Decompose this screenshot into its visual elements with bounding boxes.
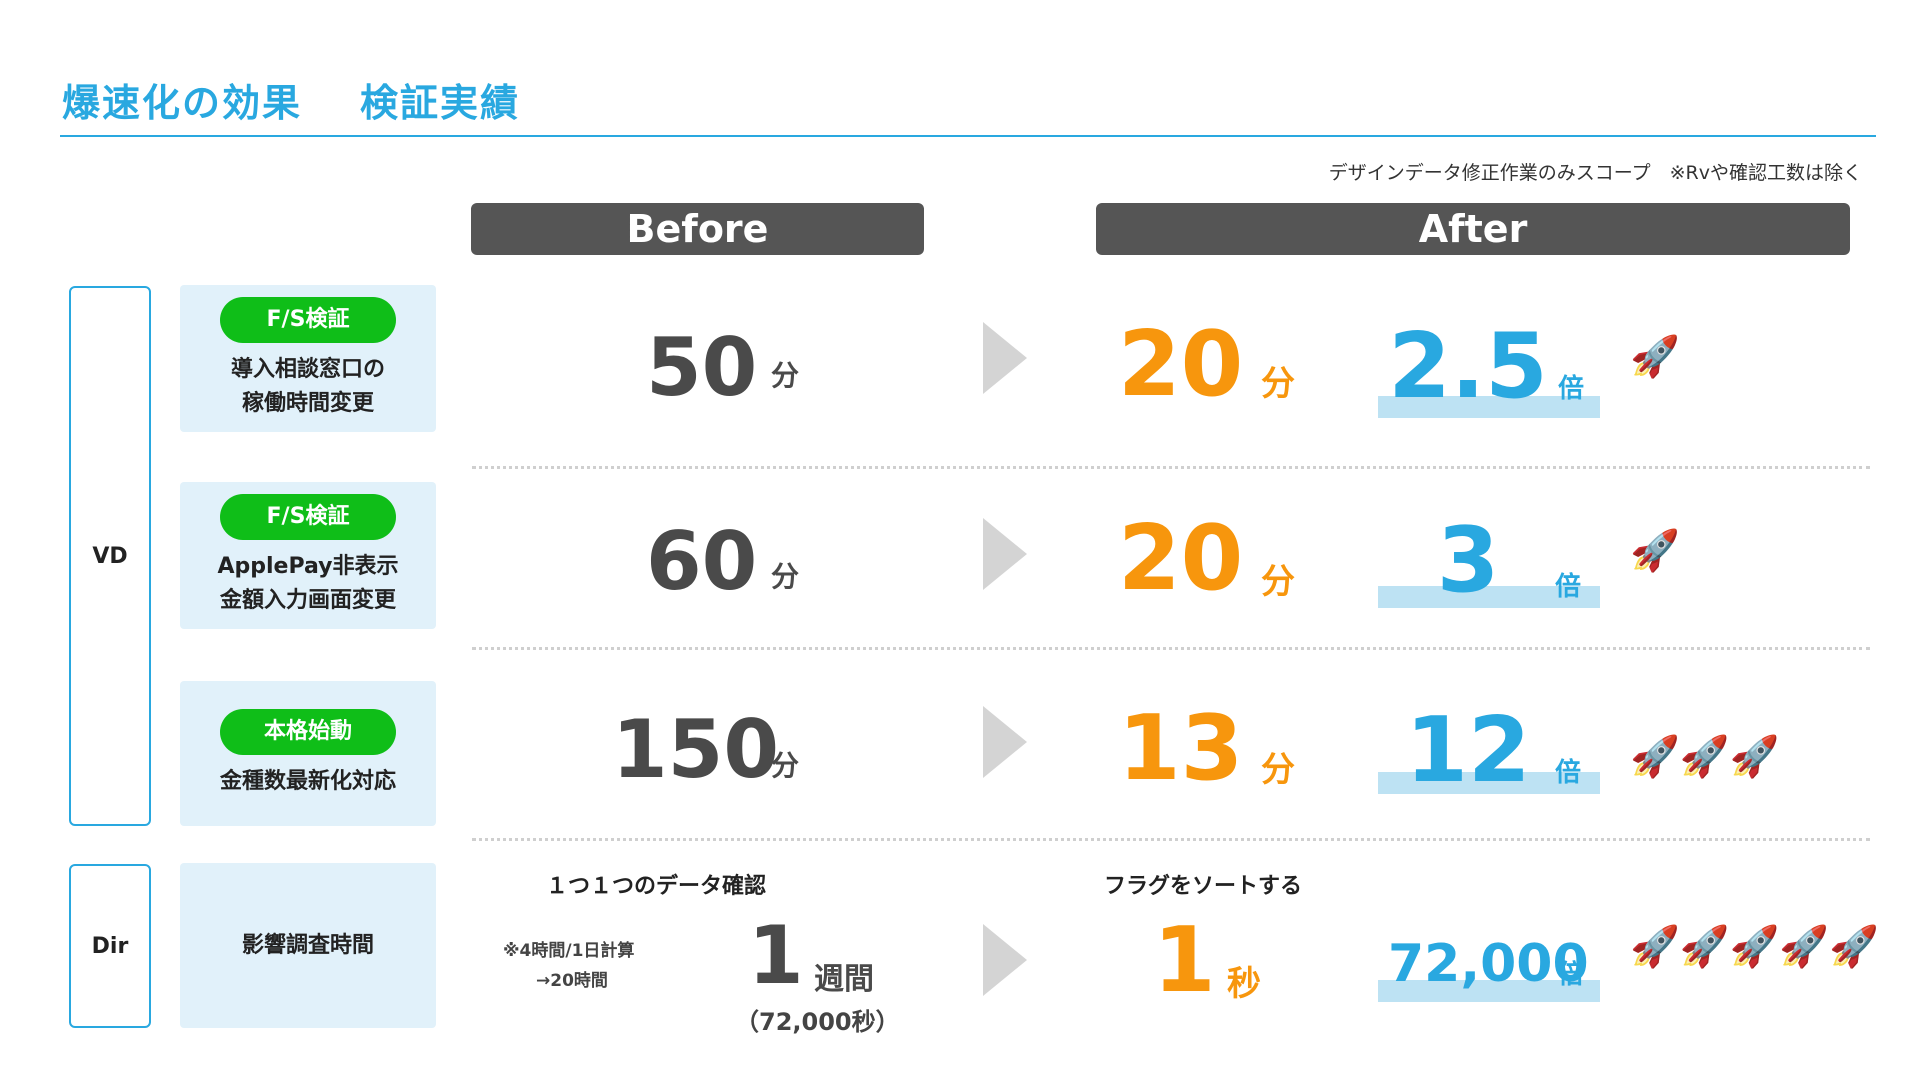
page-title-main: 爆速化の効果 xyxy=(62,81,303,125)
after-value: 20 xyxy=(1118,506,1244,611)
multiplier-value: 3 xyxy=(1436,508,1500,613)
calc-note-2: →20時間 xyxy=(536,971,608,991)
after-unit: 分 xyxy=(1261,750,1295,790)
multiplier-highlight xyxy=(1378,396,1600,418)
title-divider xyxy=(60,135,1876,137)
arrow-right-icon xyxy=(983,706,1027,778)
after-value: 20 xyxy=(1118,312,1244,417)
before-value: 50 xyxy=(646,321,758,414)
arrow-right-icon xyxy=(983,924,1027,996)
row-divider xyxy=(472,466,1870,469)
before-unit: 週間 xyxy=(814,962,874,997)
row-label-text: 金種数最新化対応 xyxy=(219,768,396,794)
after-unit: 分 xyxy=(1261,364,1295,404)
multiplier-value: 2.5 xyxy=(1388,314,1548,419)
before-value: 60 xyxy=(646,515,758,608)
before-unit: 分 xyxy=(771,749,800,782)
group-vd: VD xyxy=(69,286,151,826)
status-badge: 本格始動 xyxy=(220,708,396,755)
arrow-right-icon xyxy=(983,322,1027,394)
before-unit: 分 xyxy=(771,560,800,593)
row-label-card: F/S検証 ApplePay非表示 金額入力画面変更 xyxy=(180,482,436,629)
page-title-sub: 検証実績 xyxy=(360,81,521,125)
row-label-card: F/S検証 導入相談窓口の 稼働時間変更 xyxy=(180,285,436,432)
before-unit: 分 xyxy=(771,359,800,392)
before-heading: １つ１つのデータ確認 xyxy=(546,874,767,899)
before-value: 150 xyxy=(612,703,779,796)
row-label-text: 導入相談窓口の 稼働時間変更 xyxy=(230,356,385,416)
row-divider xyxy=(472,838,1870,841)
after-unit: 分 xyxy=(1261,562,1295,602)
scope-note: デザインデータ修正作業のみスコープ ※Rvや確認工数は除く xyxy=(1328,162,1862,184)
multiplier-unit: 倍 xyxy=(1558,374,1585,404)
arrow-right-icon xyxy=(983,518,1027,590)
multiplier-highlight xyxy=(1378,586,1600,608)
row-label-text: ApplePay非表示 金額入力画面変更 xyxy=(217,553,399,613)
status-badge: F/S検証 xyxy=(220,493,396,540)
multiplier-unit: 倍 xyxy=(1558,960,1585,990)
multiplier-unit: 倍 xyxy=(1555,758,1582,788)
rocket-icon: 🚀🚀🚀 xyxy=(1630,734,1780,780)
calc-note-1: ※4時間/1日計算 xyxy=(503,941,635,961)
status-badge: F/S検証 xyxy=(220,296,396,343)
row-divider xyxy=(472,647,1870,650)
row-label-card: 影響調査時間 xyxy=(180,863,436,1028)
multiplier-unit: 倍 xyxy=(1555,572,1582,602)
after-heading: フラグをソートする xyxy=(1104,874,1303,899)
row-label-card: 本格始動 金種数最新化対応 xyxy=(180,681,436,826)
before-value: 1 xyxy=(748,909,804,1002)
rocket-icon: 🚀 xyxy=(1630,528,1680,574)
after-column-header: After xyxy=(1096,203,1850,255)
rocket-icon: 🚀 xyxy=(1630,334,1680,380)
multiplier-highlight xyxy=(1378,980,1600,1002)
group-dir: Dir xyxy=(69,864,151,1028)
after-value: 1 xyxy=(1153,908,1216,1013)
multiplier-value: 72,000 xyxy=(1388,934,1589,994)
before-column-header: Before xyxy=(471,203,924,255)
multiplier-highlight xyxy=(1378,772,1600,794)
row-label-text: 影響調査時間 xyxy=(241,932,374,958)
before-seconds-note: （72,000秒） xyxy=(735,1008,900,1036)
after-unit: 秒 xyxy=(1227,964,1261,1004)
rocket-icon: 🚀🚀🚀🚀🚀 xyxy=(1630,924,1880,970)
after-value: 13 xyxy=(1118,696,1244,801)
page-title: 爆速化の効果 検証実績 xyxy=(62,72,520,127)
multiplier-value: 12 xyxy=(1405,698,1531,803)
